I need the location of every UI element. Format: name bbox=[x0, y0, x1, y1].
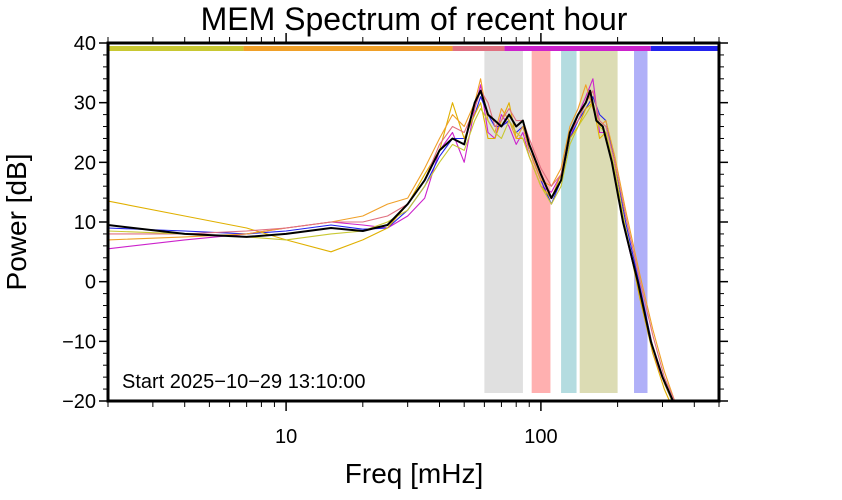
x-tick-label-1: 100 bbox=[524, 426, 557, 448]
series-line-0 bbox=[108, 89, 675, 401]
y-axis-label: Power [dB] bbox=[1, 154, 32, 291]
y-tick-label-3: 10 bbox=[74, 212, 96, 234]
x-axis-label: Freq [mHz] bbox=[345, 458, 483, 489]
x-tick-label-0: 10 bbox=[275, 426, 297, 448]
top-bar-segment-0 bbox=[108, 46, 244, 51]
chart-title: MEM Spectrum of recent hour bbox=[201, 1, 628, 37]
series-lines bbox=[108, 78, 676, 401]
top-color-bar bbox=[108, 46, 719, 51]
band-4 bbox=[634, 51, 648, 393]
top-bar-segment-2 bbox=[452, 46, 505, 51]
y-tick-label-6: −20 bbox=[62, 391, 96, 413]
band-0 bbox=[484, 51, 523, 393]
y-tick-label-5: −10 bbox=[62, 331, 96, 353]
y-tick-label-1: 30 bbox=[74, 93, 96, 115]
plot-frame bbox=[106, 41, 721, 403]
top-bar-segment-4 bbox=[650, 46, 719, 51]
series-line-4 bbox=[108, 78, 676, 401]
y-tick-label-2: 20 bbox=[74, 152, 96, 174]
frequency-bands bbox=[484, 51, 648, 393]
y-tick-label-4: 0 bbox=[85, 272, 96, 294]
band-2 bbox=[561, 51, 577, 393]
series-line-5 bbox=[108, 90, 676, 401]
series-line-6 bbox=[108, 102, 673, 401]
y-tick-label-0: 40 bbox=[74, 33, 96, 55]
band-1 bbox=[531, 51, 551, 393]
top-bar-segment-1 bbox=[243, 46, 453, 51]
top-bar-segment-3 bbox=[504, 46, 651, 51]
start-time-annotation: Start 2025−10−29 13:10:00 bbox=[122, 371, 366, 393]
